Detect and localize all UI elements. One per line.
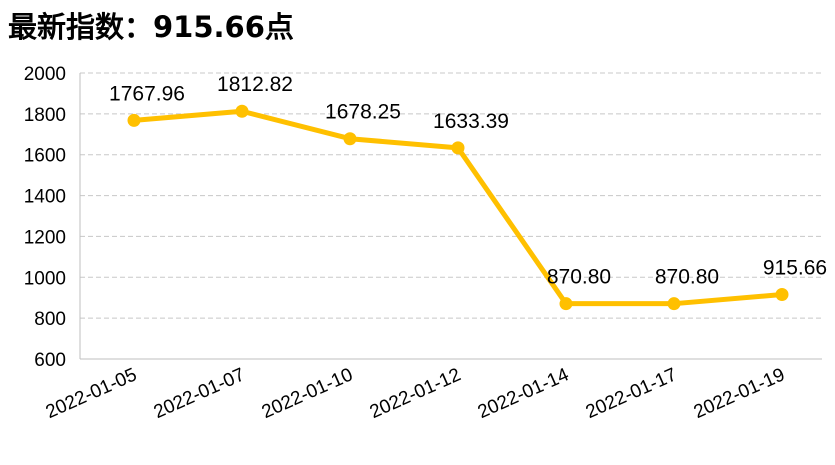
y-tick-label-1400: 1400	[24, 187, 66, 208]
y-tick-label-600: 600	[34, 350, 66, 371]
data-label-2022-01-17: 870.80	[655, 266, 719, 289]
data-point-2022-01-05	[127, 113, 141, 127]
data-point-2022-01-12	[451, 141, 465, 155]
x-tick-label-2022-01-10: 2022-01-10	[259, 364, 356, 423]
y-tick-label-2000: 2000	[24, 64, 66, 85]
x-tick-label-2022-01-07: 2022-01-07	[151, 364, 248, 423]
x-tick-labels: 2022-01-05 2022-01-07 2022-01-10 2022-01-12…	[43, 364, 788, 423]
data-label-2022-01-05: 1767.96	[109, 82, 185, 105]
data-label-2022-01-10: 1678.25	[325, 101, 401, 124]
data-point-2022-01-17	[667, 297, 681, 311]
x-tick-label-2022-01-14: 2022-01-14	[475, 364, 573, 423]
y-tick-label-1200: 1200	[24, 227, 66, 248]
data-point-2022-01-14	[559, 297, 573, 311]
data-point-2022-01-10	[343, 132, 357, 146]
data-label-2022-01-07: 1812.82	[217, 73, 293, 96]
x-tick-label-2022-01-17: 2022-01-17	[583, 364, 680, 423]
data-label-2022-01-14: 870.80	[547, 266, 611, 289]
grid-lines	[80, 72, 822, 319]
y-tick-label-1000: 1000	[24, 268, 66, 289]
series-line	[127, 104, 789, 311]
data-labels: 1767.96 1812.82 1678.25 1633.39 870.80 870.80…	[109, 73, 827, 288]
data-point-2022-01-19	[775, 288, 789, 302]
data-point-2022-01-07	[235, 104, 249, 118]
data-label-2022-01-12: 1633.39	[433, 110, 509, 133]
x-tick-label-2022-01-12: 2022-01-12	[367, 364, 464, 423]
y-tick-label-800: 800	[34, 309, 66, 330]
y-tick-label-1800: 1800	[24, 105, 66, 126]
x-tick-label-2022-01-05: 2022-01-05	[43, 364, 140, 423]
y-tick-label-1600: 1600	[24, 146, 66, 167]
y-tick-labels: 600 800 1000 1200 1400 1600 1800 2000	[24, 64, 66, 371]
x-tick-label-2022-01-19: 2022-01-19	[691, 364, 788, 423]
chart-title: 最新指数：915.66点	[8, 10, 294, 44]
axes	[79, 73, 822, 360]
data-label-2022-01-19: 915.66	[763, 257, 827, 280]
